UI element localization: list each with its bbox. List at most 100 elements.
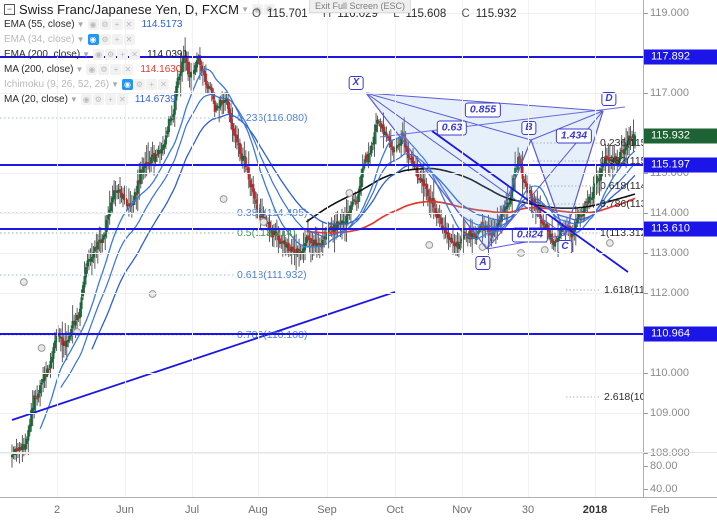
pattern-point-C[interactable]: C <box>557 240 573 254</box>
gear-icon[interactable]: ⚙ <box>105 48 117 60</box>
horizontal-gridline <box>0 213 643 214</box>
indicator-name[interactable]: MA (200, close) <box>4 63 74 75</box>
horizontal-gridline <box>0 413 643 414</box>
eye-icon[interactable]: ◉ <box>87 18 99 30</box>
indicator-icon-group[interactable]: ◉ ⚙ + ✕ <box>86 63 134 75</box>
price-level-line[interactable] <box>0 56 643 59</box>
pattern-point-A[interactable]: A <box>475 256 491 270</box>
gear-icon[interactable]: ⚙ <box>133 78 145 90</box>
pattern-point-X[interactable]: X <box>348 76 364 90</box>
indicator-name[interactable]: Ichimoku (9, 26, 52, 26) <box>4 78 110 90</box>
vertical-gridline <box>192 0 193 497</box>
pattern-ratio-0.63[interactable]: 0.63 <box>436 120 468 136</box>
pattern-point-D[interactable]: D <box>601 92 617 106</box>
pattern-point-B[interactable]: B <box>521 121 537 135</box>
legend-row-1[interactable]: EMA (34, close) ▼ ◉ ⚙ + ✕ <box>4 32 280 46</box>
gear-icon[interactable]: ⚙ <box>92 93 104 105</box>
pattern-ratio-0.855[interactable]: 0.855 <box>464 102 502 118</box>
legend-row-0[interactable]: EMA (55, close) ▼ ◉ ⚙ + ✕ 114.5173 <box>4 17 280 31</box>
indicator-value: 114.1630 <box>140 63 182 75</box>
indicator-value: 114.5173 <box>141 18 183 30</box>
price-level-line[interactable] <box>0 333 643 336</box>
legend-title-row[interactable]: − Swiss Franc/Japanese Yen, D, FXCM ▼ ◉ … <box>4 1 280 17</box>
price-level-line[interactable] <box>0 164 643 167</box>
fib-label: 0.5(113.214) <box>237 227 296 239</box>
eye-icon[interactable]: ◉ <box>86 63 98 75</box>
gear-icon[interactable]: ⚙ <box>99 33 111 45</box>
vertical-gridline <box>595 0 596 497</box>
fib-label: 1(113.312) <box>600 227 643 239</box>
indicator-name[interactable]: EMA (55, close) <box>4 18 75 30</box>
chart-legend: − Swiss Franc/Japanese Yen, D, FXCM ▼ ◉ … <box>4 2 280 107</box>
price-tag-113.610: 113.610 <box>644 221 717 237</box>
price-tick: 109.000 <box>644 407 690 419</box>
pattern-ratio-0.824[interactable]: 0.824 <box>511 227 549 243</box>
indicator-icon-group[interactable]: ◉ ⚙ + ✕ <box>87 18 135 30</box>
fib-label: 1.618(111.604) <box>604 284 643 296</box>
chevron-down-icon[interactable]: ▼ <box>76 34 85 44</box>
title-icon-group[interactable]: ◉ ⚙ <box>251 3 275 15</box>
legend-row-3[interactable]: MA (200, close) ▼ ◉ ⚙ + ✕ 114.1630 <box>4 62 280 76</box>
legend-row-2[interactable]: EMA (200, close) ▼ ◉ ⚙ + ✕ 114.0391 <box>4 47 280 61</box>
chevron-down-icon[interactable]: ▼ <box>76 19 85 29</box>
time-axis[interactable]: 2 Jun Jul Aug Sep Oct Nov 30 2018 Feb <box>0 497 717 521</box>
pattern-ratio-1.434[interactable]: 1.434 <box>555 128 593 144</box>
price-tick: 108.000 <box>644 447 690 459</box>
low-value: 115.608 <box>405 8 447 20</box>
price-tick: 117.000 <box>644 87 689 99</box>
chevron-down-icon[interactable]: ▼ <box>111 79 119 89</box>
time-tick: 2 <box>53 504 61 516</box>
plus-icon[interactable]: + <box>104 93 116 105</box>
indicator-icon-group[interactable]: ◉ ⚙ + ✕ <box>80 93 128 105</box>
vertical-gridline <box>395 0 396 497</box>
close-icon[interactable]: ✕ <box>116 93 128 105</box>
close-icon[interactable]: ✕ <box>123 33 135 45</box>
chevron-down-icon[interactable]: ▼ <box>241 4 249 14</box>
indicator-icon-group[interactable]: ◉ ⚙ + ✕ <box>87 33 135 45</box>
gear-icon[interactable]: ⚙ <box>98 63 110 75</box>
price-tick: 110.000 <box>644 367 689 379</box>
plus-icon[interactable]: + <box>117 48 129 60</box>
gear-icon[interactable]: ⚙ <box>99 18 111 30</box>
chevron-down-icon[interactable]: ▼ <box>75 64 84 74</box>
chevron-down-icon[interactable]: ▼ <box>69 94 78 104</box>
indicator-name[interactable]: EMA (200, close) <box>4 48 81 60</box>
price-axis[interactable]: 119.000 117.000 115.000 114.000 113.000 112.0… <box>643 0 717 497</box>
horizontal-gridline <box>0 293 643 294</box>
legend-row-4[interactable]: Ichimoku (9, 26, 52, 26) ▼ ◉ ⚙ + ✕ <box>4 77 280 91</box>
chevron-down-icon[interactable]: ▼ <box>82 49 91 59</box>
plus-icon[interactable]: + <box>110 63 122 75</box>
plus-icon[interactable]: + <box>145 78 157 90</box>
indicator-name[interactable]: MA (20, close) <box>4 93 68 105</box>
volume-panel-divider <box>0 452 717 453</box>
time-tick: Jun <box>116 504 134 516</box>
price-tick: 112.000 <box>644 287 689 299</box>
price-chart-canvas[interactable]: 0.236(116.080) 0.382(114.495) 0.5(113.214)… <box>0 0 643 497</box>
eye-icon[interactable]: ◉ <box>93 48 105 60</box>
close-icon[interactable]: ✕ <box>129 48 141 60</box>
indicator-icon-group[interactable]: ◉ ⚙ + ✕ <box>121 78 169 90</box>
eye-icon[interactable]: ◉ <box>121 78 133 90</box>
price-tick: 119.000 <box>644 7 689 19</box>
minus-box-icon[interactable]: − <box>4 3 15 15</box>
eye-icon[interactable]: ◉ <box>251 3 263 15</box>
vertical-gridline <box>528 0 529 497</box>
indicator-icon-group[interactable]: ◉ ⚙ + ✕ <box>93 48 141 60</box>
price-tag-117.892: 117.892 <box>644 49 717 65</box>
symbol-title[interactable]: Swiss Franc/Japanese Yen, D, FXCM <box>19 1 240 17</box>
price-level-line[interactable] <box>0 227 643 230</box>
legend-row-5[interactable]: MA (20, close) ▼ ◉ ⚙ + ✕ 114.6739 <box>4 92 280 106</box>
indicator-name[interactable]: EMA (34, close) <box>4 33 75 45</box>
eye-icon[interactable]: ◉ <box>80 93 92 105</box>
plus-icon[interactable]: + <box>111 18 123 30</box>
close-icon[interactable]: ✕ <box>123 18 135 30</box>
close-icon[interactable]: ✕ <box>157 78 169 90</box>
gear-icon[interactable]: ⚙ <box>263 3 275 15</box>
horizontal-gridline <box>0 93 643 94</box>
close-icon[interactable]: ✕ <box>122 63 134 75</box>
time-tick: Aug <box>248 504 268 516</box>
eye-icon[interactable]: ◉ <box>87 33 99 45</box>
low-label: L <box>393 8 400 20</box>
plus-icon[interactable]: + <box>111 33 123 45</box>
